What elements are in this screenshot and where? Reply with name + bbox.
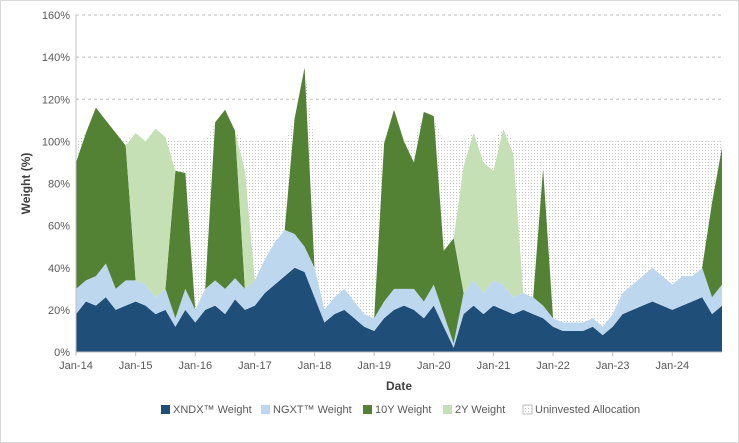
- x-tick-label: Jan-21: [477, 360, 511, 372]
- axes: [75, 15, 722, 353]
- x-axis-title: Date: [386, 379, 412, 393]
- y-tick-label: 40%: [48, 263, 70, 275]
- y-tick-label: 120%: [42, 94, 70, 106]
- x-tick-label: Jan-23: [596, 360, 630, 372]
- series-areas: [76, 67, 722, 352]
- y-tick-label: 140%: [42, 52, 70, 64]
- y-tick-label: 100%: [42, 136, 70, 148]
- y-tick-labels: 0% 20% 40% 60% 80% 100% 120% 140% 160%: [42, 10, 70, 359]
- y-tick-label: 160%: [42, 10, 70, 22]
- legend-label: XNDX™ Weight: [173, 404, 252, 416]
- y-axis-title: Weight (%): [19, 153, 33, 215]
- legend-swatch: [522, 404, 533, 415]
- x-tick-label: Jan-18: [298, 360, 332, 372]
- series-area-2: [76, 67, 722, 344]
- legend: XNDX™ Weight NGXT™ Weight 10Y Weight 2Y Wei…: [161, 404, 640, 416]
- y-tick-label: 20%: [48, 305, 70, 317]
- y-tick-label: 0%: [54, 347, 70, 359]
- y-tick-label: 80%: [48, 179, 70, 191]
- series-area-0: [76, 267, 722, 352]
- x-tick-label: Jan-17: [238, 360, 272, 372]
- x-tick-label: Jan-19: [357, 360, 391, 372]
- x-tick-label: Jan-14: [59, 360, 93, 372]
- legend-label: 2Y Weight: [455, 404, 505, 416]
- legend-swatch: [443, 405, 452, 414]
- x-tick-label: Jan-16: [178, 360, 212, 372]
- y-tick-label: 60%: [48, 221, 70, 233]
- legend-label: NGXT™ Weight: [273, 404, 352, 416]
- x-tick-label: Jan-20: [417, 360, 451, 372]
- x-tick-label: Jan-22: [536, 360, 570, 372]
- legend-label: Uninvested Allocation: [535, 404, 640, 416]
- legend-swatch: [363, 405, 372, 414]
- x-tick-label: Jan-15: [119, 360, 153, 372]
- legend-swatch: [161, 405, 170, 414]
- x-tick-labels: Jan-14 Jan-15 Jan-16 Jan-17 Jan-18 Jan-19 Jan-…: [59, 352, 689, 372]
- legend-swatch: [261, 405, 270, 414]
- x-tick-label: Jan-24: [655, 360, 689, 372]
- legend-label: 10Y Weight: [375, 404, 431, 416]
